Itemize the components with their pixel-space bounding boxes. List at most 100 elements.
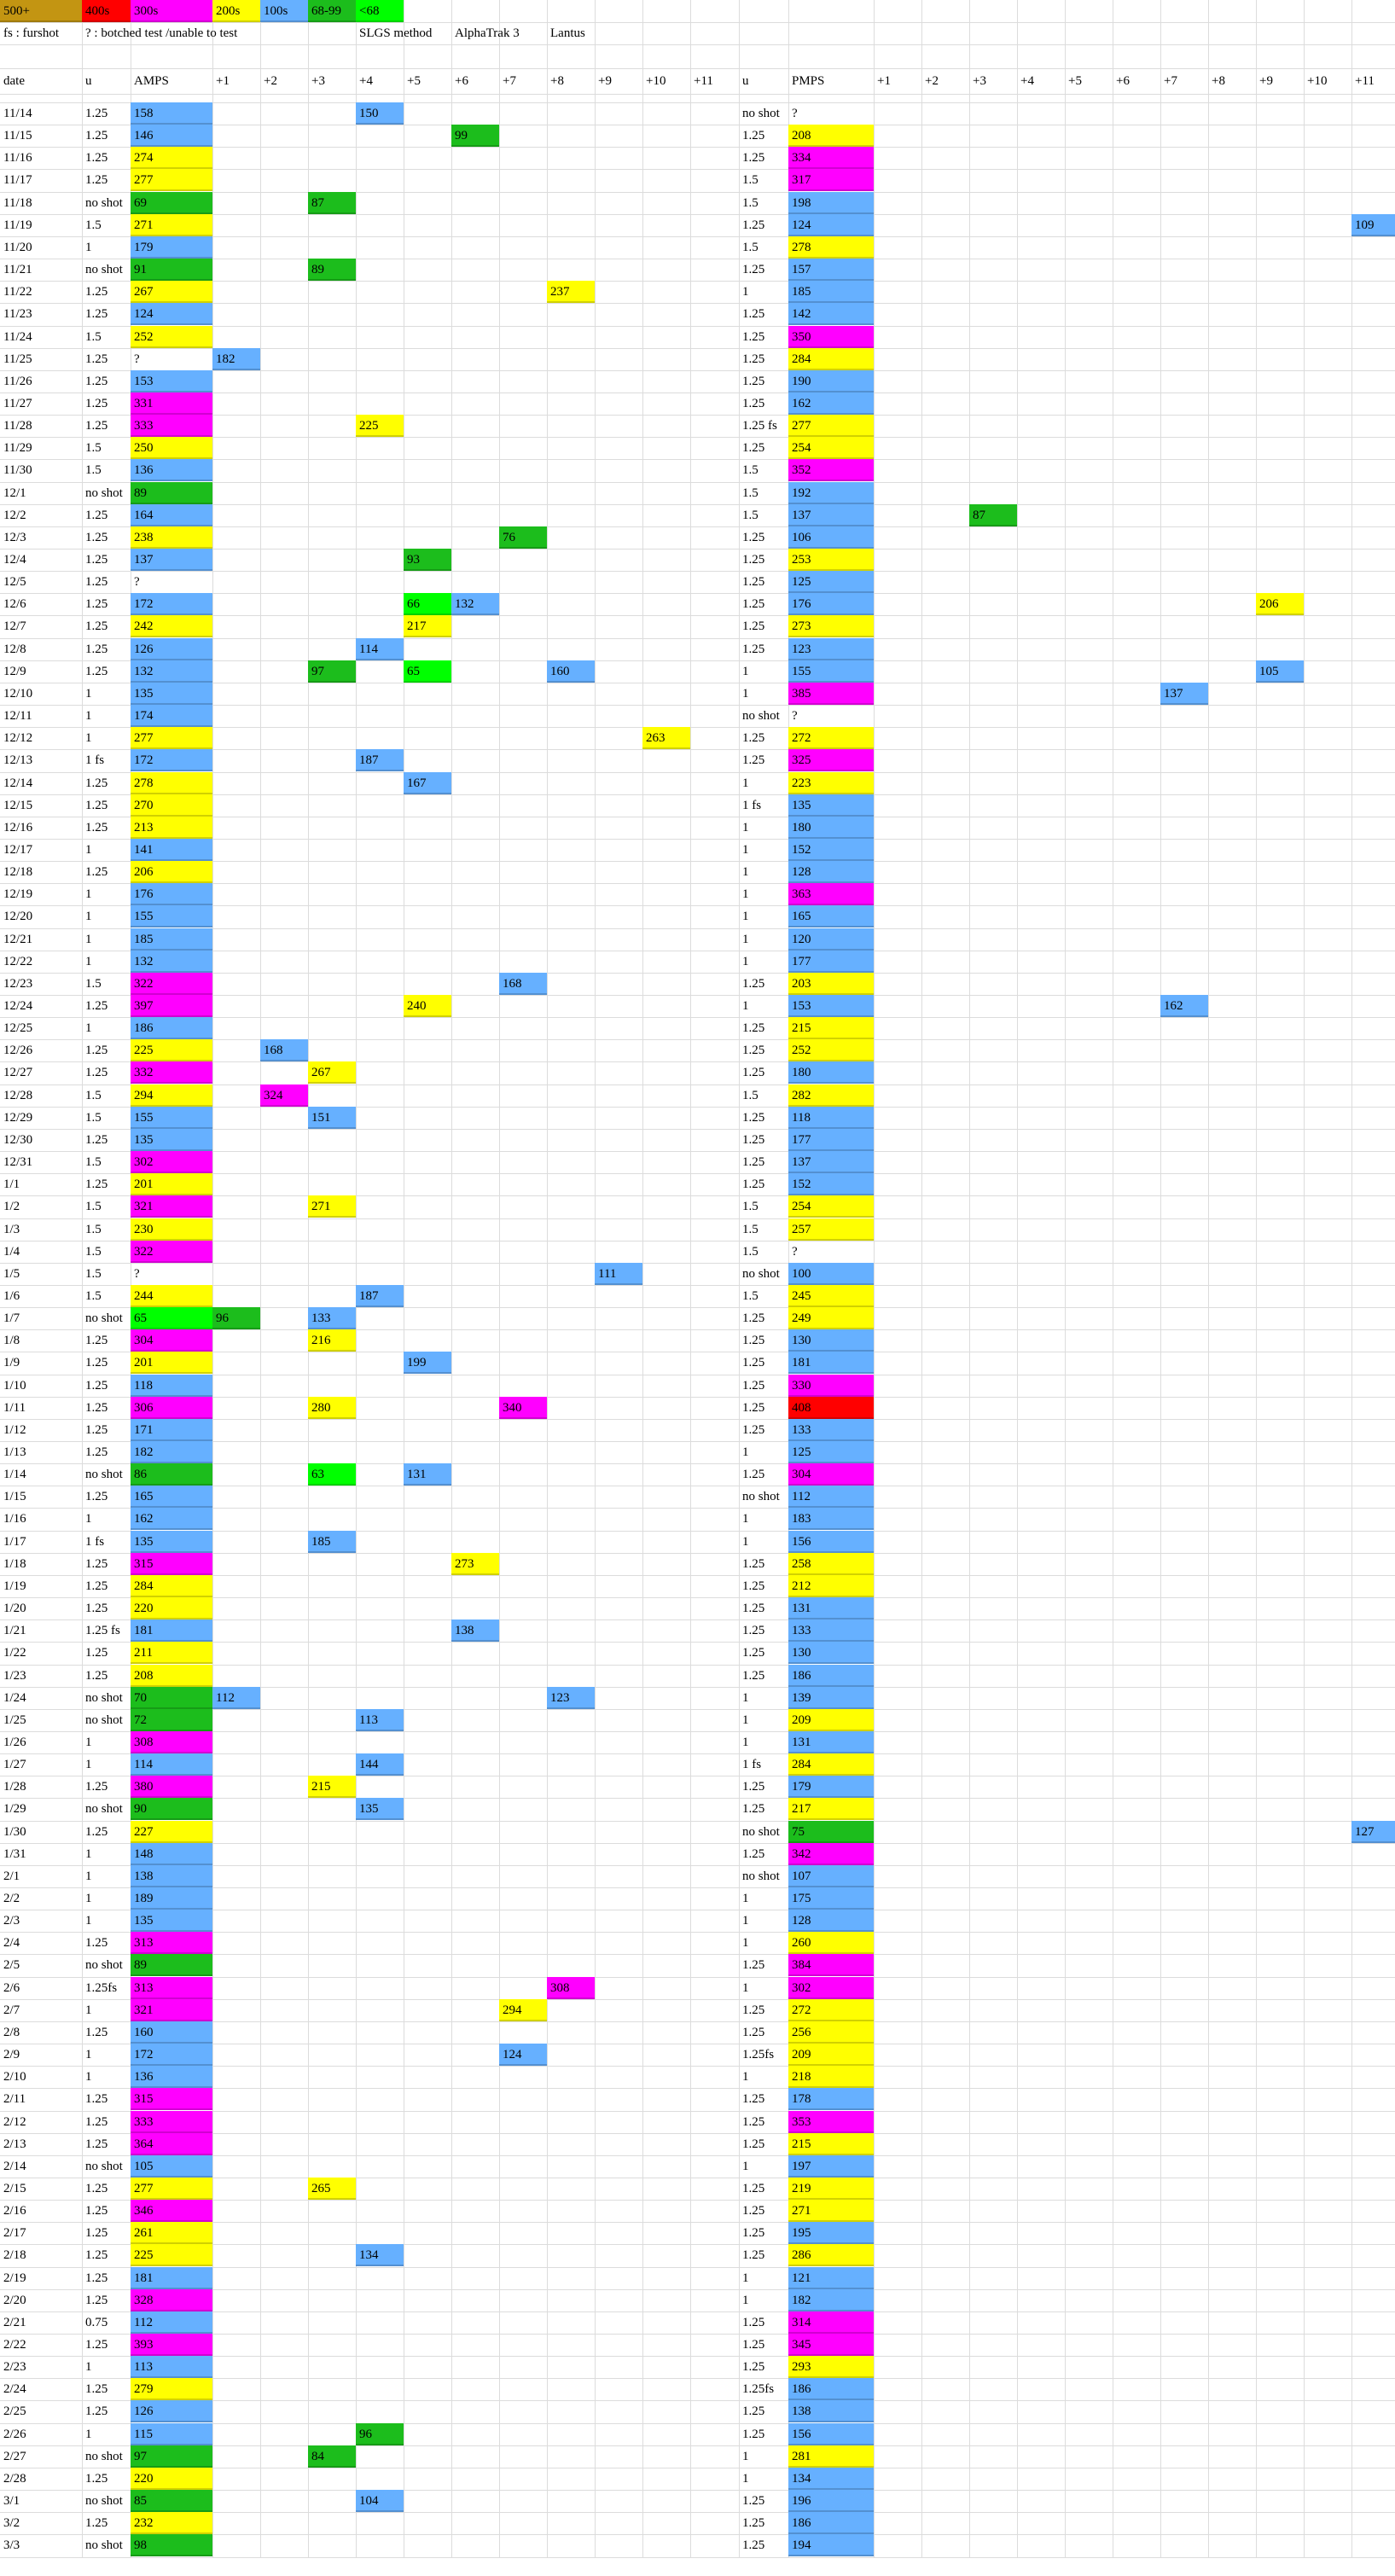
pmps-reading[interactable]: 385 bbox=[788, 682, 874, 705]
am-units-cell[interactable]: 1.25 bbox=[85, 173, 108, 188]
date-cell[interactable]: 11/24 bbox=[3, 329, 32, 344]
amps-reading[interactable]: 164 bbox=[131, 503, 212, 526]
pm-followup-reading[interactable]: 87 bbox=[969, 503, 1017, 526]
am-units-cell[interactable]: no shot bbox=[85, 2449, 123, 2463]
pmps-reading[interactable]: 209 bbox=[788, 1708, 874, 1731]
pmps-reading[interactable]: 135 bbox=[788, 794, 874, 817]
amps-reading[interactable]: 328 bbox=[131, 2288, 212, 2311]
pm-units-cell[interactable]: 1.25 bbox=[742, 2092, 765, 2107]
am-units-cell[interactable]: 1.25 bbox=[85, 508, 108, 522]
am-units-cell[interactable]: 1.25 bbox=[85, 619, 108, 634]
pm-units-cell[interactable]: 1.25 bbox=[742, 218, 765, 232]
am-units-cell[interactable]: 1.25 bbox=[85, 1556, 108, 1571]
am-units-cell[interactable]: 1.25fs bbox=[85, 1980, 118, 1995]
amps-reading[interactable]: 277 bbox=[131, 727, 212, 750]
pm-units-cell[interactable]: 1.5 bbox=[742, 486, 759, 500]
pmps-reading[interactable]: 162 bbox=[788, 392, 874, 415]
pmps-reading[interactable]: 217 bbox=[788, 1798, 874, 1821]
am-followup-reading[interactable]: 104 bbox=[356, 2490, 404, 2513]
pm-units-cell[interactable]: 1.25 bbox=[742, 642, 765, 656]
legend-swatch-6[interactable]: <68 bbox=[356, 0, 404, 22]
pm-units-cell[interactable]: 1.25 bbox=[742, 2003, 765, 2017]
am-units-cell[interactable]: 1.25 bbox=[85, 2471, 108, 2486]
legend-swatch-3[interactable]: 200s bbox=[212, 0, 260, 22]
pmps-reading[interactable]: 137 bbox=[788, 503, 874, 526]
amps-reading[interactable]: 148 bbox=[131, 1842, 212, 1865]
date-cell[interactable]: 1/8 bbox=[3, 1334, 20, 1348]
date-cell[interactable]: 1/26 bbox=[3, 1735, 26, 1749]
am-followup-reading[interactable]: 132 bbox=[451, 593, 499, 616]
note-botched-test[interactable]: ? : botched test /unable to test bbox=[85, 26, 238, 40]
pm-units-cell[interactable]: 1.25 bbox=[742, 2538, 765, 2553]
am-units-cell[interactable]: 1.25 bbox=[85, 151, 108, 166]
amps-reading[interactable]: 393 bbox=[131, 2334, 212, 2356]
pmps-reading[interactable]: 186 bbox=[788, 1664, 874, 1687]
am-units-cell[interactable]: 1.5 bbox=[85, 1088, 102, 1102]
am-followup-reading[interactable]: 167 bbox=[404, 771, 451, 794]
amps-reading[interactable]: 90 bbox=[131, 1798, 212, 1821]
am-followup-reading[interactable]: 160 bbox=[547, 660, 595, 683]
am-units-cell[interactable]: 1.25 bbox=[85, 530, 108, 544]
amps-reading[interactable]: 136 bbox=[131, 2066, 212, 2089]
amps-reading[interactable]: 306 bbox=[131, 1396, 212, 1419]
am-units-cell[interactable]: 1 fs bbox=[85, 1534, 105, 1549]
date-cell[interactable]: 1/13 bbox=[3, 1445, 26, 1459]
amps-reading[interactable]: 179 bbox=[131, 236, 212, 259]
pmps-reading[interactable]: 179 bbox=[788, 1776, 874, 1799]
header-u-pm[interactable]: u bbox=[742, 74, 749, 88]
am-followup-reading[interactable]: 97 bbox=[308, 660, 356, 683]
header-pmps[interactable]: PMPS bbox=[792, 74, 825, 88]
pmps-reading[interactable]: 284 bbox=[788, 347, 874, 370]
am-units-cell[interactable]: 1.25 bbox=[85, 129, 108, 143]
pm-units-cell[interactable]: 1 bbox=[742, 2293, 749, 2307]
amps-reading[interactable]: 244 bbox=[131, 1284, 212, 1307]
am-units-cell[interactable]: 1.25 bbox=[85, 307, 108, 322]
amps-reading[interactable]: 171 bbox=[131, 1418, 212, 1441]
am-units-cell[interactable]: 1.5 bbox=[85, 441, 102, 456]
am-units-cell[interactable]: 1 bbox=[85, 731, 92, 746]
pm-units-cell[interactable]: 1 bbox=[742, 664, 749, 678]
pmps-reading[interactable]: 125 bbox=[788, 1441, 874, 1463]
pm-units-cell[interactable]: 1.5 bbox=[742, 1244, 759, 1259]
amps-reading[interactable]: 165 bbox=[131, 1486, 212, 1509]
pmps-reading[interactable]: 178 bbox=[788, 2088, 874, 2111]
header-am-offset-9[interactable]: +9 bbox=[598, 74, 612, 88]
pm-units-cell[interactable]: 1 bbox=[742, 1534, 749, 1549]
pmps-reading[interactable]: ? bbox=[792, 709, 798, 724]
am-units-cell[interactable]: 1.5 bbox=[85, 1244, 102, 1259]
pmps-reading[interactable]: 223 bbox=[788, 771, 874, 794]
pmps-reading[interactable]: 176 bbox=[788, 593, 874, 616]
pm-units-cell[interactable]: 1.25 bbox=[742, 575, 765, 590]
pm-units-cell[interactable]: 1.25 bbox=[742, 1334, 765, 1348]
legend-swatch-1[interactable]: 400s bbox=[82, 0, 131, 22]
date-cell[interactable]: 2/11 bbox=[3, 2092, 26, 2107]
amps-reading[interactable]: 252 bbox=[131, 325, 212, 348]
pm-units-cell[interactable]: 1.25 bbox=[742, 2025, 765, 2039]
amps-reading[interactable]: 313 bbox=[131, 1976, 212, 1999]
date-cell[interactable]: 12/7 bbox=[3, 619, 26, 634]
am-units-cell[interactable]: 1.25 bbox=[85, 2114, 108, 2129]
date-cell[interactable]: 2/17 bbox=[3, 2226, 26, 2241]
date-cell[interactable]: 12/13 bbox=[3, 753, 33, 768]
pm-units-cell[interactable]: 1 bbox=[742, 2471, 749, 2486]
pm-units-cell[interactable]: 1.5 bbox=[742, 463, 759, 478]
am-followup-reading[interactable]: 87 bbox=[308, 191, 356, 214]
header-am-offset-8[interactable]: +8 bbox=[550, 74, 564, 88]
am-units-cell[interactable]: 1 bbox=[85, 1735, 92, 1749]
date-cell[interactable]: 2/23 bbox=[3, 2360, 26, 2375]
pmps-reading[interactable]: 254 bbox=[788, 437, 874, 460]
date-cell[interactable]: 12/30 bbox=[3, 1132, 33, 1147]
pmps-reading[interactable]: 252 bbox=[788, 1039, 874, 1062]
amps-reading[interactable]: 364 bbox=[131, 2132, 212, 2155]
header-pm-offset-1[interactable]: +1 bbox=[877, 74, 891, 88]
am-units-cell[interactable]: 1 bbox=[85, 1892, 92, 1905]
date-cell[interactable]: 1/27 bbox=[3, 1758, 26, 1772]
am-units-cell[interactable]: 1.25 bbox=[85, 1378, 108, 1393]
amps-reading[interactable]: 277 bbox=[131, 2177, 212, 2200]
am-followup-reading[interactable]: 96 bbox=[356, 2422, 404, 2445]
pmps-reading[interactable]: 195 bbox=[788, 2222, 874, 2245]
date-cell[interactable]: 12/27 bbox=[3, 1066, 33, 1080]
date-cell[interactable]: 11/25 bbox=[3, 352, 32, 366]
amps-reading[interactable]: 242 bbox=[131, 615, 212, 638]
date-cell[interactable]: 2/28 bbox=[3, 2471, 26, 2486]
